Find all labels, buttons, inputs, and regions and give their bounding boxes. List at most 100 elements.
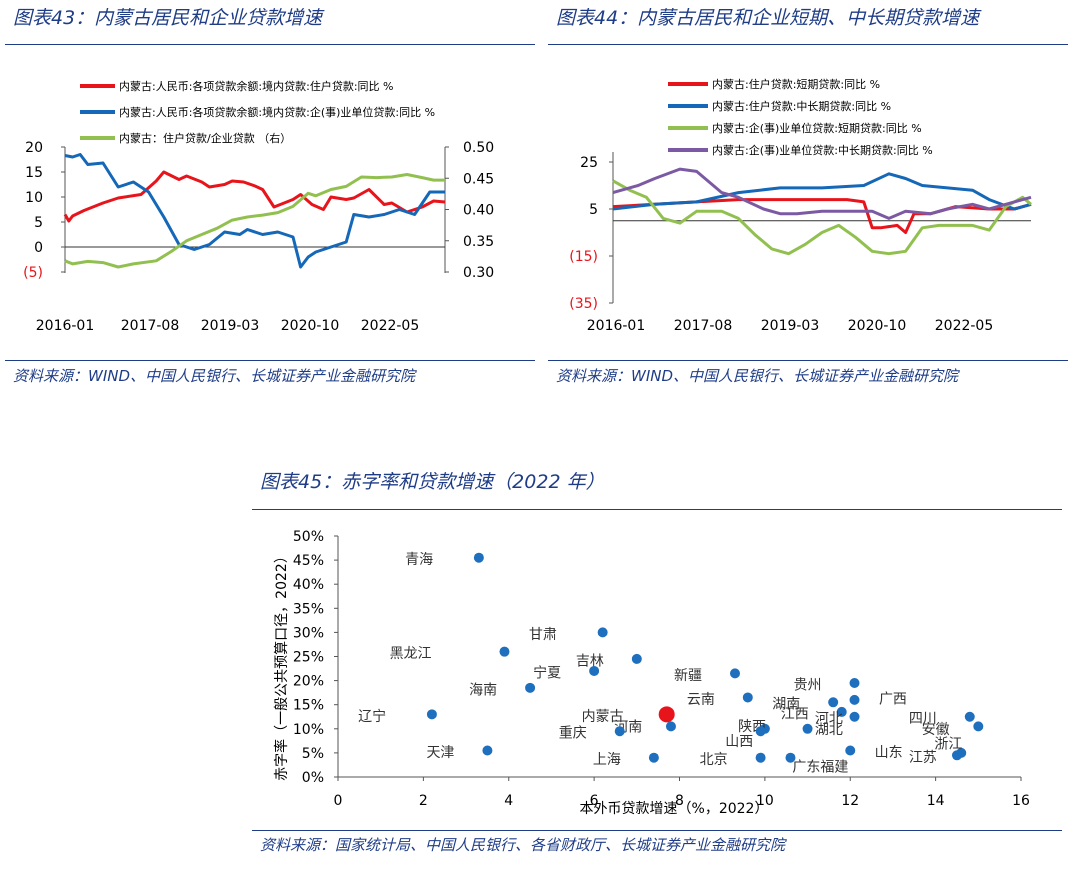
fig44-source-rule	[548, 360, 1068, 361]
fig44-legend-label: 内蒙古:住户贷款:短期贷款:同比 %	[712, 77, 880, 91]
fig44-chart: 内蒙古:住户贷款:短期贷款:同比 % 内蒙古:住户贷款:中长期贷款:同比 % 内蒙古…	[569, 77, 1032, 334]
fig45-point-label: 浙江	[934, 737, 962, 753]
fig44-x-tick-label: 2016-01	[587, 318, 646, 334]
fig43-legend-label: 内蒙古:人民币:各项贷款余额:境内贷款:住户贷款:同比 %	[119, 79, 393, 93]
fig43-right-tick-label: 0.30	[463, 265, 494, 281]
fig45-point-label: 山东	[875, 745, 903, 761]
fig45-point	[951, 750, 962, 761]
fig44-legend-label: 内蒙古:企(事)业单位贷款:短期贷款:同比 %	[712, 121, 922, 135]
fig45-y-tick-label: 0%	[302, 770, 324, 786]
fig45-point	[785, 752, 796, 763]
fig45-point	[828, 697, 839, 708]
fig45-point-label: 重庆	[559, 726, 587, 742]
fig45-x-tick-label: 16	[1012, 793, 1030, 809]
fig45-x-tick-label: 0	[334, 793, 343, 809]
fig45-y-tick-label: 30%	[293, 625, 324, 641]
fig45-point	[802, 723, 813, 734]
fig45-point-label: 甘肃	[529, 627, 557, 643]
fig43-right-tick-label: 0.50	[463, 140, 494, 156]
fig44-x-tick-label: 2022-05	[935, 318, 994, 334]
fig45-x-tick-label: 2	[419, 793, 428, 809]
fig45-point	[499, 646, 510, 657]
fig44-series-line	[612, 172, 1032, 211]
fig43-x-tick-label: 2016-01	[36, 318, 95, 334]
fig45-point	[589, 665, 600, 676]
fig45-chart: 50% 45% 40% 35% 30% 25% 20% 15% 10% 5% 0% 0 2 4 6 8 10 12…	[273, 529, 1030, 817]
fig45-point	[658, 706, 675, 723]
fig45-point-label: 辽宁	[358, 708, 386, 725]
fig44-title-rule	[548, 44, 1068, 45]
fig43-source-rule	[5, 360, 535, 361]
fig45-point	[525, 682, 536, 693]
fig45-point	[755, 726, 766, 737]
fig45-y-axis-title: 赤字率（一般公共预算口径，2022）	[273, 549, 290, 781]
fig45-source: 资料来源：国家统计局、中国人民银行、各省财政厅、长城证券产业金融研究院	[260, 836, 786, 854]
fig43-chart: 内蒙古:人民币:各项贷款余额:境内贷款:住户贷款:同比 % 内蒙古:人民币:各项贷…	[23, 79, 494, 334]
fig44-series-line	[612, 167, 1032, 220]
fig45-point	[614, 726, 625, 737]
fig43-source: 资料来源：WIND、中国人民银行、长城证券产业金融研究院	[13, 367, 416, 385]
fig45-title-rule	[252, 509, 1062, 510]
fig45-point-label: 吉林	[576, 653, 604, 669]
fig45-y-tick-label: 5%	[302, 746, 324, 762]
fig45-point	[755, 752, 766, 763]
fig43-left-tick-label: 10	[25, 190, 43, 206]
fig44-x-tick-label: 2017-08	[674, 318, 733, 334]
fig45-point	[631, 653, 642, 664]
fig45-point-label: 湖南	[772, 697, 800, 713]
fig45-x-tick-label: 8	[675, 793, 684, 809]
fig44-x-tick-label: 2019-03	[761, 318, 820, 334]
fig45-point-label: 新疆	[674, 668, 702, 684]
fig45-x-tick-label: 10	[756, 793, 774, 809]
fig45-point	[597, 627, 608, 638]
fig45-x-tick-label: 14	[927, 793, 945, 809]
fig45-x-tick-label: 6	[590, 793, 599, 809]
fig45-title: 图表45：赤字率和贷款增速（2022 年）	[260, 471, 605, 493]
fig44-y-tick-label: 5	[589, 202, 598, 218]
fig45-point	[473, 552, 484, 563]
fig43-series-line	[64, 153, 445, 269]
fig45-point	[964, 711, 975, 722]
fig45-point-label: 北京	[700, 752, 728, 768]
fig45-point-label: 海南	[469, 682, 497, 698]
fig43-left-tick-label: 0	[34, 240, 43, 256]
fig45-point-label: 青海	[405, 552, 433, 568]
fig43-x-tick-label: 2019-03	[201, 318, 260, 334]
fig45-y-tick-label: 10%	[293, 722, 324, 738]
fig45-point	[849, 694, 860, 705]
fig45-point	[849, 711, 860, 722]
fig44-y-tick-label: 25	[580, 155, 598, 171]
fig45-y-tick-label: 15%	[293, 698, 324, 714]
fig45-point-label: 河北	[815, 711, 843, 727]
fig43-right-tick-label: 0.35	[463, 234, 494, 250]
fig45-y-tick-label: 50%	[293, 529, 324, 545]
fig45-point	[742, 692, 753, 703]
fig43-series-line	[63, 170, 446, 223]
fig45-y-tick-label: 40%	[293, 577, 324, 593]
fig45-y-tick-label: 45%	[293, 553, 324, 569]
fig45-point-label: 上海	[593, 752, 621, 768]
fig43-right-tick-label: 0.40	[463, 203, 494, 219]
fig44-y-tick-label: (35)	[569, 296, 598, 312]
fig45-point-label: 江西	[781, 706, 809, 722]
fig44-y-tick-label: (15)	[569, 249, 598, 265]
fig45-point-label: 天津	[426, 745, 454, 761]
fig45-point	[426, 709, 437, 720]
fig45-point	[849, 678, 860, 689]
fig45-x-tick-label: 12	[841, 793, 859, 809]
fig44-source: 资料来源：WIND、中国人民银行、长城证券产业金融研究院	[556, 367, 959, 385]
fig45-x-axis-title: 本外币贷款增速（%，2022）	[580, 801, 769, 817]
fig45-source-rule	[252, 830, 1062, 831]
fig43-left-tick-label: 5	[34, 215, 43, 231]
fig43-left-tick-label: 20	[25, 140, 43, 156]
fig45-point-label: 山西	[725, 734, 753, 750]
fig43-x-tick-label: 2017-08	[121, 318, 180, 334]
fig43-right-tick-label: 0.45	[463, 171, 494, 187]
fig45-point-label: 江苏	[909, 750, 937, 766]
fig43-legend-label: 内蒙古:人民币:各项贷款余额:境内贷款:企(事)业单位贷款:同比 %	[119, 105, 435, 119]
fig45-point	[665, 721, 676, 732]
fig45-y-tick-label: 20%	[293, 674, 324, 690]
fig45-point-label: 广东福建	[792, 759, 848, 775]
fig44-x-tick-label: 2020-10	[848, 318, 907, 334]
fig43-x-tick-label: 2020-10	[281, 318, 340, 334]
